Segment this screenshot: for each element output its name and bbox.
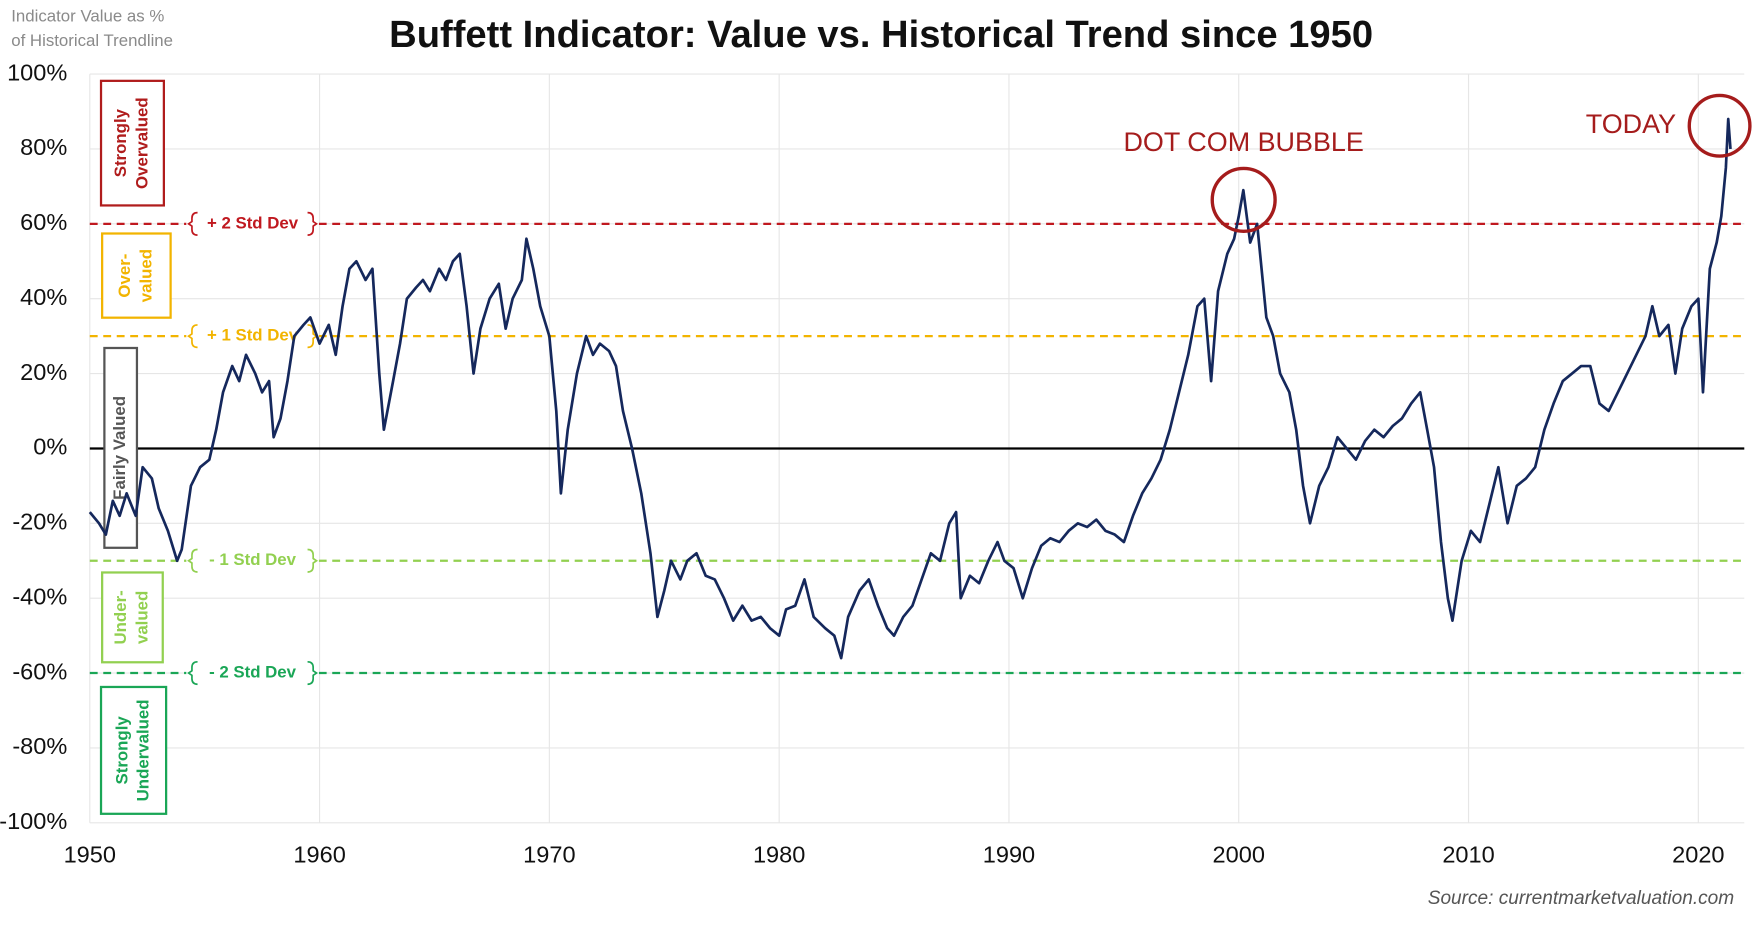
zone-box [99, 79, 165, 207]
zone-box [101, 232, 172, 319]
x-tick-label: 1960 [293, 842, 345, 868]
zone-label: Strongly [112, 716, 131, 785]
y-tick-label: 80% [20, 134, 67, 160]
brace [187, 211, 319, 236]
zone-label: Over- [115, 254, 134, 298]
y-tick-label: 20% [20, 359, 67, 385]
reference-label: + 1 Std Dev [207, 326, 299, 345]
zone-label: Overvalued [133, 97, 152, 189]
x-tick-label: 1950 [64, 842, 116, 868]
reference-label: + 2 Std Dev [207, 213, 299, 232]
reference-label: - 2 Std Dev [209, 663, 297, 682]
series-line [88, 117, 1732, 660]
annotation: TODAY [1586, 109, 1676, 139]
brace [187, 660, 319, 686]
reference-label-bg [186, 660, 319, 686]
source: Source: currentmarketvaluation.com [1428, 888, 1734, 909]
y-tick-label: -80% [12, 733, 67, 759]
y-tick-label: 40% [20, 284, 67, 310]
reference-label-bg [186, 548, 319, 574]
x-tick-label: 1990 [983, 842, 1035, 868]
y-tick-label: 60% [20, 209, 67, 235]
y-tick-label: -100% [0, 808, 67, 834]
x-tick-label: 2010 [1442, 842, 1494, 868]
x-tick-label: 2020 [1672, 842, 1724, 868]
zone-label: valued [133, 591, 152, 644]
brace [187, 548, 319, 573]
zone-box [101, 571, 164, 664]
reference-label-bg [186, 211, 319, 237]
reference-label: - 1 Std Dev [209, 550, 297, 569]
zone-label: Undervalued [134, 699, 153, 801]
y-axis-label: Indicator Value as % [11, 6, 164, 25]
y-tick-label: 100% [7, 59, 67, 85]
zone-label: Under- [111, 590, 130, 644]
x-tick-label: 1970 [523, 842, 575, 868]
annotation-circle [1210, 166, 1277, 233]
zone-label: Strongly [111, 108, 130, 177]
chart-title: Buffett Indicator: Value vs. Historical … [389, 13, 1373, 56]
x-tick-label: 2000 [1213, 842, 1265, 868]
zone-label: Fairly Valued [110, 396, 129, 500]
y-tick-label: -40% [12, 583, 67, 609]
reference-label-bg [186, 323, 319, 349]
x-tick-label: 1980 [753, 842, 805, 868]
zone-label: valued [136, 249, 155, 302]
y-axis-label: of Historical Trendline [11, 31, 173, 50]
zone-box [99, 685, 168, 815]
annotation-circle [1687, 93, 1752, 158]
y-tick-label: 0% [33, 434, 67, 460]
y-tick-label: -60% [12, 658, 67, 684]
y-tick-label: -20% [12, 509, 67, 535]
annotation: DOT COM BUBBLE [1123, 127, 1363, 157]
